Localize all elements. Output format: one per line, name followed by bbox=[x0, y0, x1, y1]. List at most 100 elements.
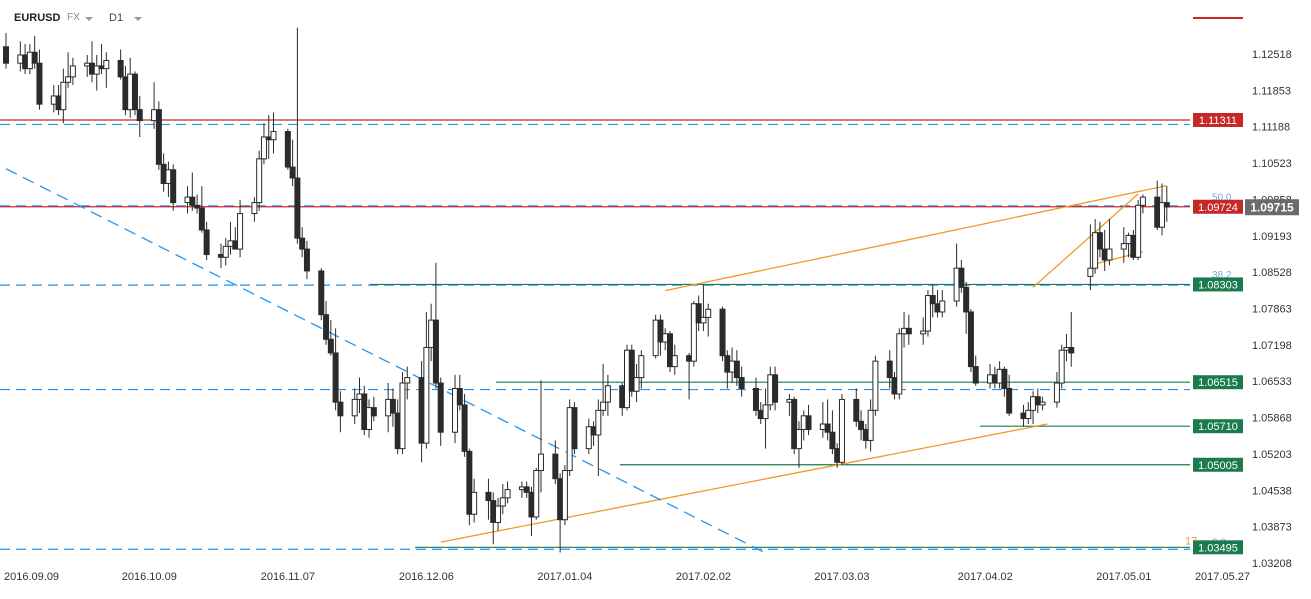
candle[interactable] bbox=[93, 54, 100, 91]
candle[interactable] bbox=[934, 290, 941, 318]
candle[interactable] bbox=[490, 492, 497, 545]
candle[interactable] bbox=[270, 112, 277, 154]
candle[interactable] bbox=[423, 311, 430, 449]
candle[interactable] bbox=[633, 363, 640, 403]
trendline[interactable] bbox=[5, 168, 766, 554]
candle[interactable] bbox=[686, 352, 693, 400]
price-level-badge[interactable]: 1.05710 bbox=[1193, 419, 1243, 434]
candle[interactable] bbox=[217, 243, 224, 269]
price-level-badge[interactable]: 1.05005 bbox=[1193, 457, 1243, 472]
symbol-label[interactable]: EURUSD bbox=[14, 12, 61, 24]
candle[interactable] bbox=[561, 465, 568, 526]
candle[interactable] bbox=[590, 421, 597, 446]
candle[interactable] bbox=[332, 328, 339, 411]
candle[interactable] bbox=[967, 309, 974, 373]
candle[interactable] bbox=[461, 393, 468, 457]
candle[interactable] bbox=[351, 388, 358, 425]
candle[interactable] bbox=[165, 161, 172, 198]
candle[interactable] bbox=[284, 128, 291, 170]
candle[interactable] bbox=[323, 301, 330, 345]
candle[interactable] bbox=[189, 172, 196, 211]
candle[interactable] bbox=[991, 366, 998, 389]
candle[interactable] bbox=[432, 262, 439, 389]
candle[interactable] bbox=[929, 284, 936, 318]
candle[interactable] bbox=[1101, 229, 1108, 271]
candle[interactable] bbox=[122, 65, 129, 116]
candle[interactable] bbox=[657, 314, 664, 356]
candle[interactable] bbox=[666, 331, 673, 373]
candle[interactable] bbox=[619, 383, 626, 416]
candle[interactable] bbox=[891, 372, 898, 400]
candle[interactable] bbox=[571, 402, 578, 455]
candle[interactable] bbox=[437, 377, 444, 446]
candle[interactable] bbox=[1025, 402, 1032, 425]
candle[interactable] bbox=[800, 410, 807, 441]
candle[interactable] bbox=[370, 396, 377, 422]
candle[interactable] bbox=[399, 372, 406, 455]
candle[interactable] bbox=[198, 186, 205, 233]
candle[interactable] bbox=[1058, 344, 1065, 389]
candle[interactable] bbox=[88, 41, 95, 83]
candle[interactable] bbox=[963, 281, 970, 334]
candle[interactable] bbox=[1159, 183, 1166, 236]
candle[interactable] bbox=[638, 350, 645, 389]
candle[interactable] bbox=[1039, 396, 1046, 411]
candle[interactable] bbox=[65, 52, 72, 88]
candle[interactable] bbox=[466, 448, 473, 526]
candle[interactable] bbox=[3, 33, 9, 69]
candle[interactable] bbox=[485, 478, 492, 520]
trendline[interactable] bbox=[1032, 193, 1139, 288]
candle[interactable] bbox=[705, 303, 712, 337]
candle[interactable] bbox=[585, 418, 592, 455]
candle[interactable] bbox=[795, 421, 802, 468]
candle[interactable] bbox=[294, 27, 301, 244]
candle[interactable] bbox=[719, 306, 726, 362]
candle[interactable] bbox=[1130, 229, 1137, 261]
candle[interactable] bbox=[853, 388, 860, 427]
candle[interactable] bbox=[1001, 366, 1008, 397]
candle[interactable] bbox=[17, 41, 24, 72]
candle[interactable] bbox=[533, 467, 540, 520]
market-dropdown-icon[interactable] bbox=[85, 17, 93, 21]
candle[interactable] bbox=[518, 481, 525, 498]
candle[interactable] bbox=[729, 347, 736, 384]
candle[interactable] bbox=[819, 402, 826, 438]
candle[interactable] bbox=[538, 380, 545, 493]
indicator-legend-line[interactable] bbox=[1193, 17, 1243, 19]
candle[interactable] bbox=[237, 199, 244, 258]
candle[interactable] bbox=[862, 424, 869, 449]
candle[interactable] bbox=[757, 402, 764, 425]
candle[interactable] bbox=[36, 49, 43, 110]
candle[interactable] bbox=[762, 388, 769, 449]
candle[interactable] bbox=[953, 243, 960, 307]
candle[interactable] bbox=[671, 344, 678, 375]
candle[interactable] bbox=[1053, 372, 1060, 408]
candle[interactable] bbox=[136, 95, 143, 137]
candle[interactable] bbox=[50, 85, 57, 113]
candle[interactable] bbox=[528, 486, 535, 537]
candle[interactable] bbox=[251, 197, 258, 222]
candle[interactable] bbox=[194, 194, 201, 214]
candle[interactable] bbox=[289, 139, 296, 187]
candle[interactable] bbox=[337, 391, 344, 433]
candle[interactable] bbox=[127, 57, 134, 118]
candle[interactable] bbox=[896, 328, 903, 400]
candle[interactable] bbox=[404, 366, 411, 400]
candle[interactable] bbox=[1092, 219, 1099, 274]
candle[interactable] bbox=[1125, 232, 1132, 258]
candle[interactable] bbox=[858, 410, 865, 441]
timeframe-label[interactable]: D1 bbox=[109, 12, 124, 24]
candle[interactable] bbox=[604, 374, 611, 416]
price-level-badge[interactable]: 1.03495 bbox=[1193, 540, 1243, 555]
candle[interactable] bbox=[1034, 388, 1041, 414]
timeframe-dropdown-icon[interactable] bbox=[134, 17, 142, 21]
trendline[interactable] bbox=[440, 423, 1048, 543]
candle[interactable] bbox=[1087, 224, 1094, 291]
candle[interactable] bbox=[327, 320, 334, 356]
candle[interactable] bbox=[695, 295, 702, 332]
candle[interactable] bbox=[872, 355, 879, 416]
candle[interactable] bbox=[155, 101, 162, 170]
candle[interactable] bbox=[84, 54, 91, 77]
candle[interactable] bbox=[772, 366, 779, 411]
